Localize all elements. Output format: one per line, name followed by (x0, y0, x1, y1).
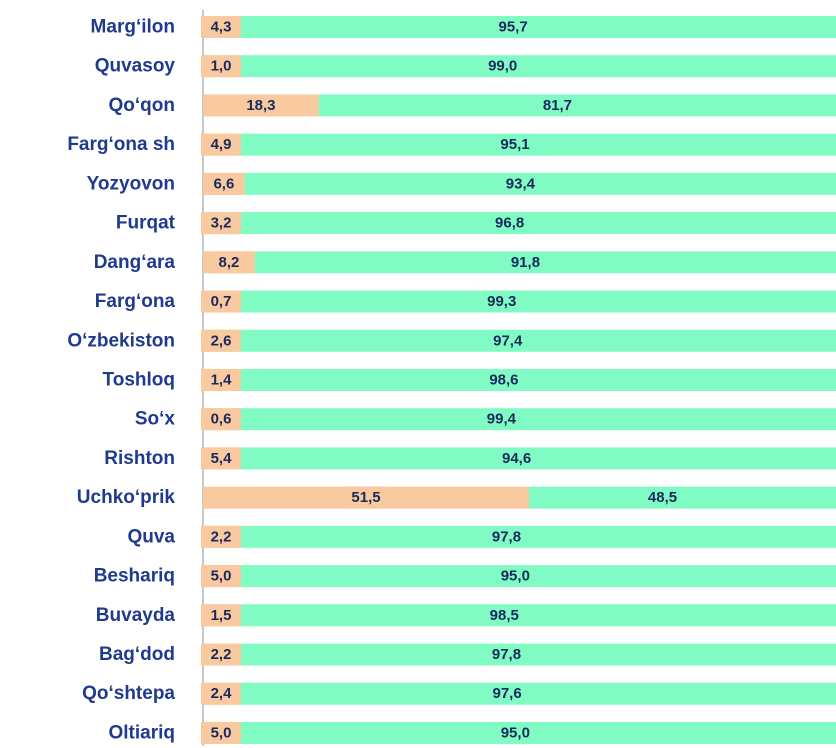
value-label-box (201, 721, 241, 744)
bar-segment (254, 251, 836, 274)
value-label: 93,4 (506, 175, 536, 192)
value-label: 18,3 (246, 97, 275, 114)
value-label: 5,0 (211, 724, 232, 741)
value-label: 99,4 (487, 411, 517, 428)
bar-segment (234, 721, 836, 744)
value-label: 99,3 (487, 293, 516, 310)
value-label: 2,2 (211, 528, 232, 545)
bar-segment (216, 643, 836, 666)
category-label: Quva (127, 526, 175, 547)
value-label-box (201, 447, 241, 470)
bar-segment (218, 682, 836, 705)
value-label-box (203, 172, 244, 195)
value-label: 81,7 (543, 97, 572, 114)
category-label: Bag‘dod (99, 644, 175, 665)
value-label: 97,8 (492, 646, 521, 663)
bar-segment (216, 525, 836, 548)
value-label: 48,5 (648, 489, 677, 506)
value-label: 2,6 (211, 332, 232, 349)
value-label-box (201, 16, 241, 38)
value-label: 97,4 (493, 332, 523, 349)
value-label: 6,6 (213, 175, 234, 192)
bar-segment (206, 408, 836, 431)
value-label-box (201, 565, 241, 588)
bar-segment (219, 329, 836, 352)
value-label: 5,4 (211, 450, 233, 467)
bar-segment (207, 290, 836, 313)
category-label: Toshloq (103, 369, 175, 390)
category-label: Marg‘ilon (91, 17, 175, 38)
value-label-box (201, 212, 241, 235)
category-label: Yozyovon (87, 173, 175, 194)
value-label: 2,2 (211, 646, 232, 663)
bar-segment (212, 604, 836, 627)
value-label: 97,8 (492, 528, 521, 545)
bar-segment (209, 55, 836, 78)
value-label: 4,9 (211, 136, 232, 153)
value-label: 2,4 (211, 685, 233, 702)
bar-segment (211, 368, 836, 391)
value-label-box (201, 643, 241, 666)
value-label: 99,0 (488, 58, 517, 75)
value-label-box (201, 329, 241, 352)
category-label: Furqat (116, 213, 176, 234)
value-label-box (201, 408, 241, 431)
value-label: 97,6 (492, 685, 521, 702)
category-label: Beshariq (94, 566, 175, 587)
category-label: O‘zbekiston (67, 330, 175, 351)
value-label: 8,2 (219, 254, 240, 271)
value-label-box (201, 133, 241, 156)
value-label-box (201, 682, 241, 705)
bar-segment (223, 212, 836, 235)
value-label: 98,5 (490, 607, 519, 624)
bar-segment (237, 447, 836, 470)
bar-segment (234, 133, 836, 156)
bar-segment (318, 94, 836, 117)
value-label: 95,1 (500, 136, 529, 153)
bar-segment (244, 172, 836, 195)
value-label-box (240, 94, 281, 117)
category-label: Uchko‘prik (77, 487, 176, 508)
category-label: Rishton (104, 448, 175, 469)
category-label: Qo‘qon (109, 95, 175, 116)
value-label-box (201, 368, 241, 391)
category-label: Farg‘ona (95, 291, 176, 312)
value-label: 91,8 (511, 254, 540, 271)
value-label-box (201, 525, 241, 548)
category-label: Oltiariq (108, 722, 175, 743)
value-label-box (201, 604, 241, 627)
value-label-box (208, 251, 249, 274)
value-label: 96,8 (495, 215, 524, 232)
value-label: 4,3 (211, 19, 232, 36)
value-label: 0,6 (211, 411, 232, 428)
value-label: 1,4 (211, 371, 233, 388)
bar-segment (230, 16, 836, 38)
value-label: 1,0 (211, 58, 232, 75)
category-label: Qo‘shtepa (82, 683, 175, 704)
value-label: 1,5 (211, 607, 232, 624)
value-label-box (201, 55, 241, 78)
value-label: 3,2 (211, 215, 232, 232)
value-label: 0,7 (211, 293, 232, 310)
value-label: 98,6 (489, 371, 518, 388)
category-label: Dang‘ara (94, 252, 176, 273)
value-label: 5,0 (211, 568, 232, 585)
value-label: 95,0 (501, 724, 530, 741)
category-label: Quvasoy (95, 56, 176, 77)
category-label: Buvayda (96, 605, 176, 626)
category-label: So‘x (135, 409, 176, 430)
value-label: 51,5 (351, 489, 380, 506)
value-label: 94,6 (502, 450, 531, 467)
bar-segment (234, 565, 836, 588)
value-label: 95,7 (499, 19, 528, 36)
value-label-box (345, 486, 386, 509)
value-label: 95,0 (501, 568, 530, 585)
category-label: Farg‘ona sh (67, 134, 175, 155)
bar-segment (528, 486, 836, 509)
value-label-box (201, 290, 241, 313)
